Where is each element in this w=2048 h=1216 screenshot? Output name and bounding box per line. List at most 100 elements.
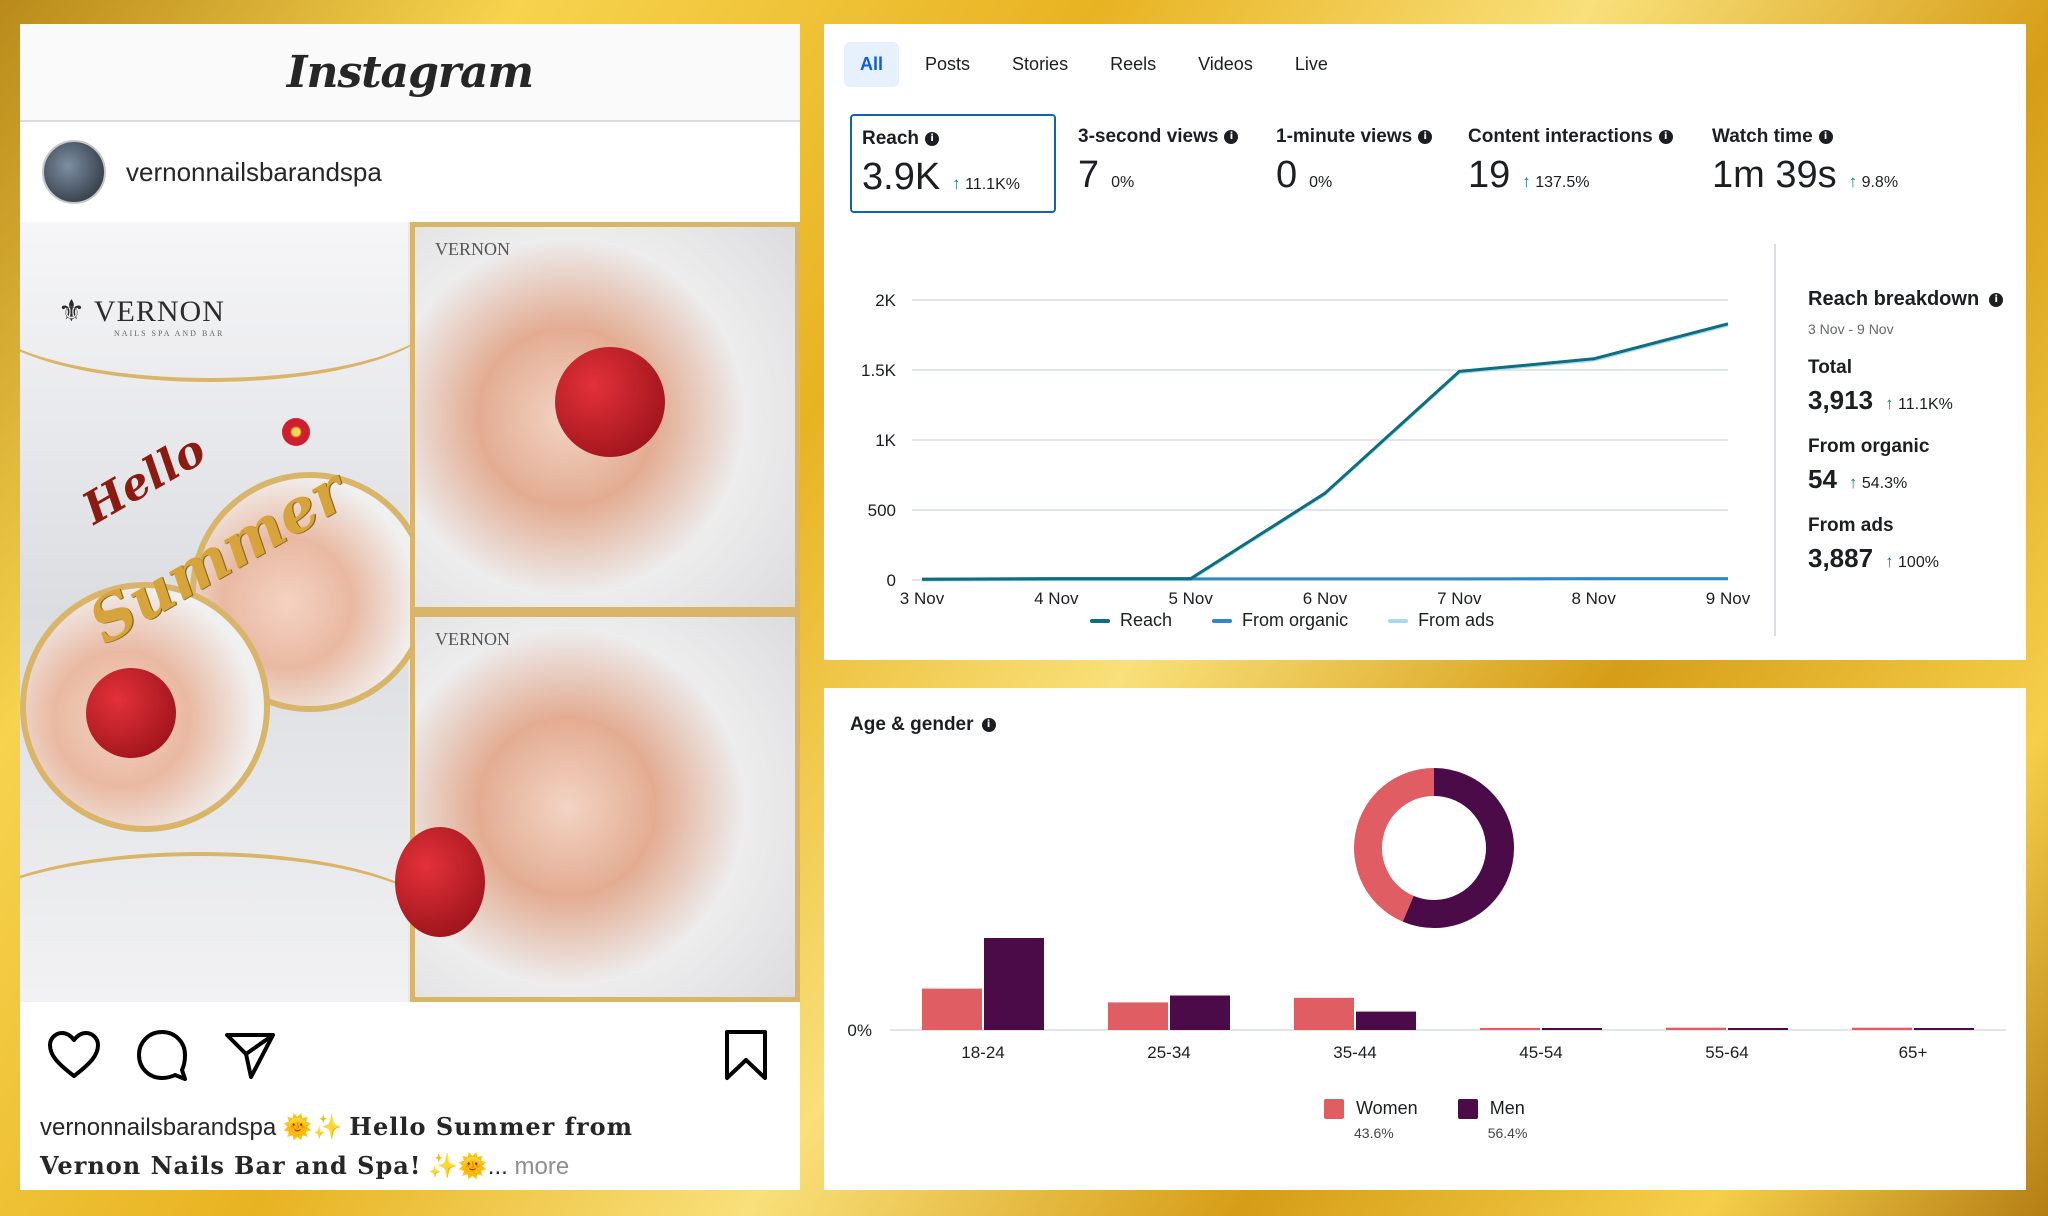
caption-more-link[interactable]: more [514, 1153, 570, 1180]
breakdown-label: From ads [1808, 515, 1894, 536]
breakdown-date-range: 3 Nov - 9 Nov [1808, 321, 1894, 337]
legend-item-women[interactable]: Women 43.6% [1324, 1098, 1418, 1141]
x-tick-label: 25-34 [1147, 1043, 1190, 1062]
avatar[interactable] [42, 140, 106, 204]
bar-men-18-24 [984, 938, 1044, 1030]
info-icon[interactable]: i [1989, 292, 2004, 307]
breakdown-title: Reach breakdown [1808, 288, 1980, 310]
gender-legend: Women 43.6% Men 56.4% [1324, 1098, 1527, 1141]
metric-label: 1-minute views [1276, 126, 1413, 147]
tab-videos[interactable]: Videos [1198, 54, 1253, 74]
comment-icon[interactable] [132, 1025, 192, 1085]
hello-text: Hello [74, 424, 215, 535]
instagram-logo: Instagram [286, 46, 534, 98]
arrow-up-icon: ↑ [1885, 394, 1894, 413]
bar-women-65+ [1852, 1027, 1912, 1030]
x-tick-label: 6 Nov [1303, 589, 1348, 608]
bar-women-25-34 [1108, 1002, 1168, 1030]
bar-men-25-34 [1170, 995, 1230, 1030]
metric-label: Reach [862, 128, 920, 149]
nails-photo: VERNON [395, 612, 800, 1002]
tab-stories[interactable]: Stories [1012, 54, 1069, 74]
brand-logo: ⚜ VERNON NAILS SPA AND BAR [58, 295, 225, 338]
bar-men-35-44 [1356, 1011, 1416, 1030]
collage-left: ⚜ VERNON NAILS SPA AND BAR Hello Summer [20, 222, 440, 1002]
bar-women-45-54 [1480, 1028, 1540, 1030]
caption-text: Hello Summer from [349, 1112, 634, 1141]
photo-watermark: VERNON [435, 629, 510, 649]
panel-divider [1774, 244, 1776, 636]
gold-wave-decoration [20, 242, 440, 382]
y-tick-label: 1.5K [861, 361, 897, 380]
age-gender-panel: Age & gender i 0% 18-24 25-34 35-44 45-54 55-6… [824, 688, 2026, 1190]
heart-icon[interactable] [44, 1025, 104, 1085]
instagram-header: Instagram [20, 24, 800, 122]
breakdown-label: From organic [1808, 436, 1930, 457]
x-tick-label: 8 Nov [1571, 589, 1616, 608]
tab-all[interactable]: All [844, 42, 900, 87]
age-gender-title: Age & gender [850, 714, 974, 735]
red-heart-prop [555, 347, 665, 457]
metric-label: 3-second views [1078, 126, 1219, 147]
metric-1-minute-views[interactable]: 1-minute views i 0 0% [1266, 114, 1446, 213]
bar-women-35-44 [1294, 997, 1354, 1030]
bar-women-55-64 [1666, 1027, 1726, 1030]
breakdown-change: 54.3% [1861, 475, 1908, 492]
arrow-up-icon: ↑ [1522, 172, 1531, 191]
metric-content-interactions[interactable]: Content interactions i 19 ↑ 137.5% [1458, 114, 1690, 213]
bookmark-icon[interactable] [716, 1025, 776, 1085]
metric-change: 0% [1309, 174, 1333, 191]
legend-item-reach[interactable]: Reach [1090, 610, 1172, 631]
x-tick-label: 4 Nov [1034, 589, 1079, 608]
x-tick-label: 9 Nov [1706, 589, 1751, 608]
tab-posts[interactable]: Posts [925, 54, 971, 74]
breakdown-label: Total [1808, 357, 1852, 378]
info-icon[interactable]: i [1818, 130, 1833, 144]
breakdown-change: 11.1K% [1898, 396, 1953, 413]
post-author[interactable]: vernonnailsbarandspa [20, 122, 800, 222]
info-icon[interactable]: i [981, 718, 996, 732]
metric-value: 7 [1078, 154, 1100, 196]
info-icon[interactable]: i [1658, 130, 1673, 144]
metric-value: 19 [1468, 154, 1511, 196]
reach-line-chart: 0 500 1K 1.5K 2K 3 Nov 4 Nov 5 Nov 6 Nov 7 Nov 8 N… [861, 291, 1751, 608]
info-icon[interactable]: i [1418, 130, 1433, 144]
arrow-up-icon: ↑ [952, 174, 961, 193]
breakdown-value: 54 [1808, 464, 1837, 494]
breakdown-change: 100% [1898, 554, 1939, 571]
y-tick-label: 0 [887, 571, 896, 590]
tab-live[interactable]: Live [1294, 54, 1328, 74]
legend-item-from-organic[interactable]: From organic [1212, 610, 1348, 631]
content-type-tabs: All Posts Stories Reels Videos Live [844, 42, 1344, 87]
caption-emoji: ✨🌞 [428, 1153, 488, 1180]
breakdown-value: 3,887 [1808, 543, 1874, 573]
reach-insights-panel: All Posts Stories Reels Videos Live Reac… [824, 24, 2026, 660]
post-image[interactable]: ⚜ VERNON NAILS SPA AND BAR Hello Summer … [20, 222, 800, 1002]
legend-item-from-ads[interactable]: From ads [1388, 610, 1494, 631]
legend-item-men[interactable]: Men 56.4% [1457, 1098, 1528, 1141]
instagram-post-panel: Instagram vernonnailsbarandspa ⚜ VERNON … [20, 24, 800, 1190]
metric-3-second-views[interactable]: 3-second views i 7 0% [1068, 114, 1254, 213]
x-tick-label: 35-44 [1333, 1043, 1376, 1062]
gender-donut-chart [1354, 768, 1514, 928]
women-percent: 43.6% [1354, 1125, 1394, 1141]
x-tick-label: 3 Nov [900, 589, 945, 608]
photo-watermark: VERNON [435, 239, 510, 259]
bar-men-65+ [1914, 1028, 1974, 1030]
red-heart-prop [395, 827, 485, 937]
tab-reels[interactable]: Reels [1110, 54, 1157, 74]
info-icon[interactable]: i [1224, 130, 1239, 144]
share-icon[interactable] [220, 1025, 280, 1085]
donut-slice-women [1354, 768, 1435, 922]
caption-username[interactable]: vernonnailsbarandspa [40, 1114, 277, 1141]
men-percent: 56.4% [1487, 1125, 1528, 1141]
metric-reach[interactable]: Reach i 3.9K ↑ 11.1K% [850, 114, 1056, 213]
arrow-up-icon: ↑ [1848, 172, 1858, 191]
metric-watch-time[interactable]: Watch time i 1m 39s ↑ 9.8% [1702, 114, 1932, 213]
lotus-icon: ⚜ [58, 295, 94, 328]
caption-text: Vernon Nails Bar and Spa! [40, 1151, 422, 1180]
author-username[interactable]: vernonnailsbarandspa [126, 156, 382, 187]
breakdown-value: 3,913 [1808, 385, 1874, 415]
series-line-from-ads [921, 323, 1729, 582]
info-icon[interactable]: i [925, 132, 940, 146]
